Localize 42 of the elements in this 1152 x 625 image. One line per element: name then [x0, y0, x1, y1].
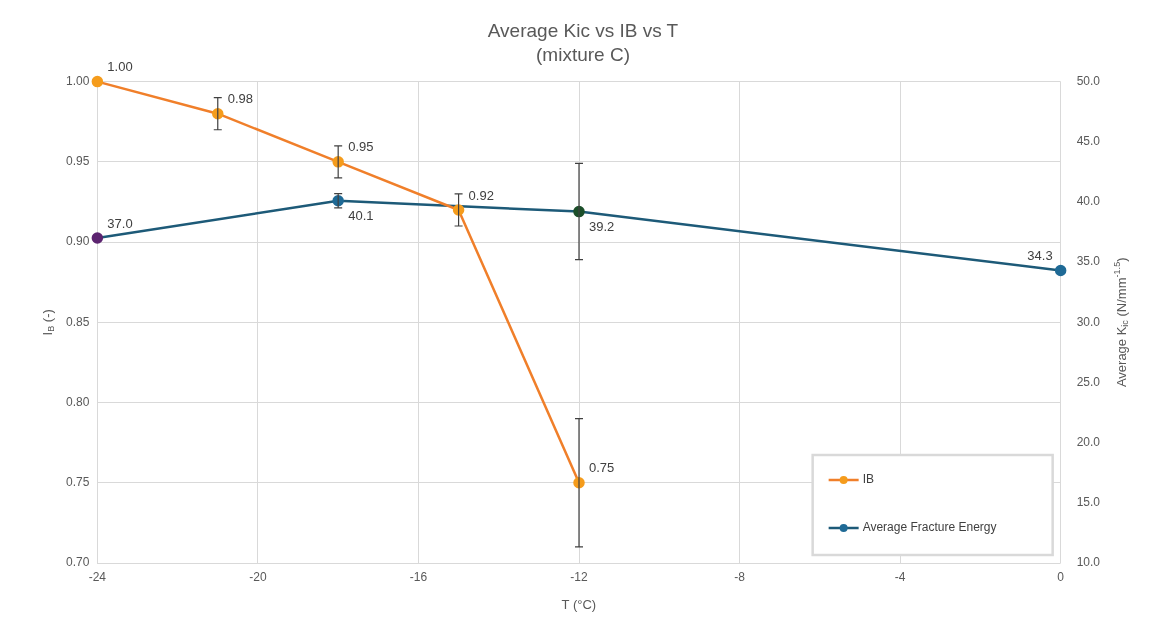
data-label: 0.75 [589, 460, 615, 476]
y2-axis-title: Average Kic (N/mm-1.5) [1111, 257, 1131, 388]
legend-label: IB [862, 472, 874, 487]
y-tick-label: 0.90 [66, 234, 90, 249]
y2-tick-label: 15.0 [1076, 495, 1101, 510]
y-tick-label: 0.85 [66, 314, 90, 329]
data-label: 40.1 [348, 208, 374, 224]
y2-tick-label: 35.0 [1076, 254, 1101, 269]
x-tick-label: -8 [734, 570, 746, 585]
chart-title: Average Kic vs IB vs T [487, 19, 679, 41]
y2-tick-label: 45.0 [1076, 134, 1101, 149]
data-label: 39.2 [589, 219, 615, 235]
y2-tick-label: 50.0 [1076, 73, 1101, 88]
y2-tick-label: 20.0 [1076, 434, 1101, 449]
y-axis-title: IB (-) [39, 309, 57, 336]
data-label: 37.0 [107, 215, 133, 231]
data-label: 34.3 [1027, 248, 1053, 264]
y2-tick-label: 25.0 [1076, 374, 1101, 389]
chart-subtitle: (mixture C) [536, 44, 630, 66]
x-tick-label: 0 [1057, 570, 1065, 585]
legend-label: Average Fracture Energy [862, 520, 997, 535]
data-label: 0.95 [348, 139, 374, 155]
x-tick-label: -12 [570, 570, 588, 585]
y-tick-label: 0.80 [66, 394, 90, 409]
x-tick-label: -24 [88, 570, 107, 585]
y-tick-label: 0.95 [66, 154, 90, 169]
point [91, 232, 104, 244]
data-label: 0.98 [227, 91, 254, 107]
y2-tick-label: 30.0 [1076, 314, 1101, 329]
y-tick-label: 1.00 [66, 73, 90, 88]
y2-tick-label: 40.0 [1076, 194, 1101, 209]
point [1054, 264, 1067, 277]
data-label: 0.92 [468, 187, 494, 203]
y2-tick-label: 10.0 [1076, 555, 1101, 570]
x-tick-label: -16 [409, 570, 428, 585]
x-axis-title: T (°C) [561, 596, 597, 612]
y-tick-label: 0.75 [66, 475, 90, 490]
data-label: 1.00 [107, 59, 133, 75]
x-tick-label: -4 [894, 570, 906, 585]
x-tick-label: -20 [249, 570, 267, 585]
y-tick-label: 0.70 [66, 555, 90, 570]
point [91, 75, 104, 88]
